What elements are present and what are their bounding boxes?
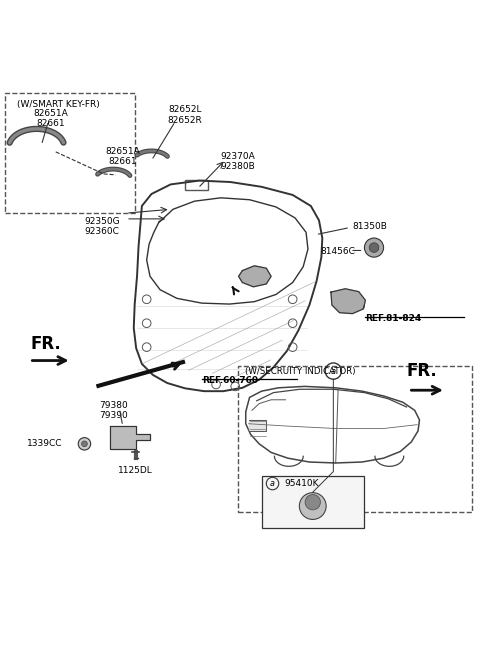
Bar (185, 180, 208, 190)
Text: 92370A
92380B: 92370A 92380B (221, 152, 256, 171)
Text: a: a (270, 479, 275, 488)
Polygon shape (331, 289, 365, 314)
Bar (262, 476, 364, 528)
Circle shape (305, 495, 321, 510)
Circle shape (82, 441, 87, 447)
Polygon shape (239, 266, 271, 287)
Polygon shape (110, 426, 150, 449)
Circle shape (369, 243, 379, 253)
Text: REF.60-760: REF.60-760 (202, 376, 258, 385)
Circle shape (300, 493, 326, 520)
Text: a: a (331, 367, 336, 376)
Text: FR.: FR. (31, 335, 61, 353)
Text: 1339CC: 1339CC (27, 440, 62, 448)
Text: 82652L
82652R: 82652L 82652R (168, 106, 203, 125)
Text: 92350G
92360C: 92350G 92360C (84, 217, 120, 236)
Text: 81350B: 81350B (352, 222, 387, 231)
Text: 81456C: 81456C (321, 247, 355, 256)
Text: (W/SECRUITY INDICATOR): (W/SECRUITY INDICATOR) (245, 367, 355, 377)
Text: REF.81-824: REF.81-824 (365, 314, 421, 323)
Text: FR.: FR. (407, 361, 437, 380)
Polygon shape (249, 420, 266, 431)
Text: 82651A
82661: 82651A 82661 (106, 147, 140, 167)
Text: 95410K: 95410K (284, 479, 319, 488)
Circle shape (78, 438, 91, 450)
Circle shape (364, 238, 384, 257)
Text: 82651A
82661: 82651A 82661 (34, 109, 68, 128)
Text: 79380
79390: 79380 79390 (99, 401, 128, 420)
Text: (W/SMART KEY-FR): (W/SMART KEY-FR) (17, 100, 100, 109)
Text: 1125DL: 1125DL (118, 466, 153, 475)
